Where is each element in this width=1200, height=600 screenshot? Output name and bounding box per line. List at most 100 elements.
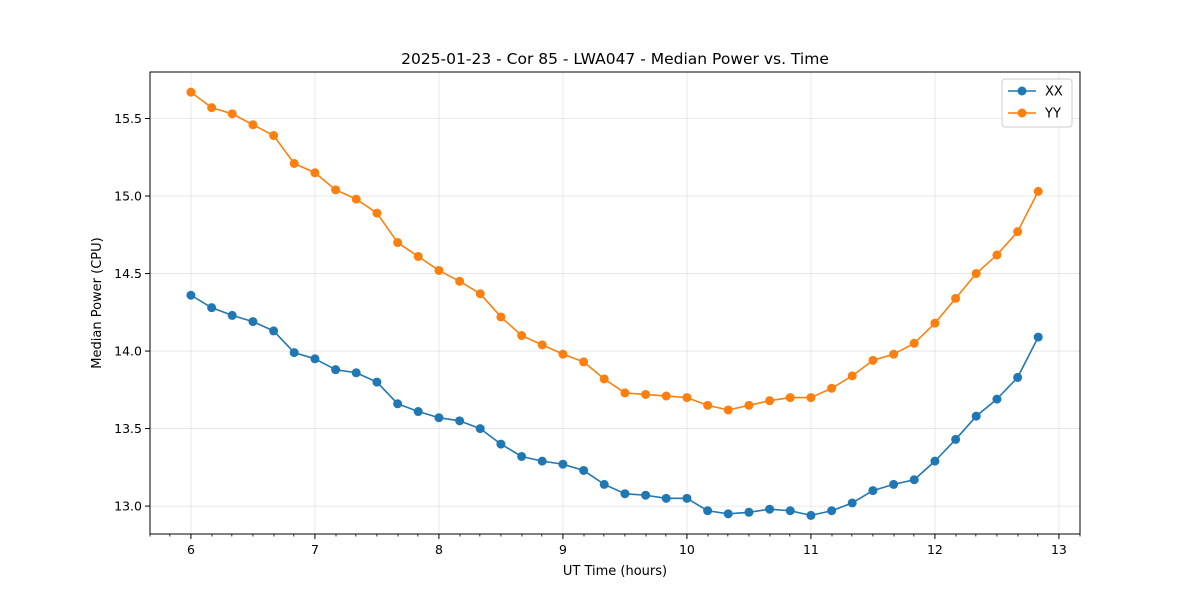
data-point [599, 479, 609, 489]
series-yy [186, 87, 1043, 415]
data-point [558, 459, 568, 469]
legend-item-xx: XX [1008, 85, 1063, 100]
data-point [909, 338, 919, 348]
legend: XX YY [1001, 78, 1073, 128]
data-point [930, 456, 940, 466]
data-point [599, 374, 609, 384]
series-layer [186, 87, 1043, 520]
data-point [992, 394, 1002, 404]
data-point [868, 486, 878, 496]
data-point [579, 465, 589, 475]
data-point [248, 120, 258, 130]
x-tick-label: 13 [1051, 542, 1067, 557]
data-point [723, 509, 733, 519]
data-point [889, 349, 899, 359]
data-point [785, 506, 795, 516]
data-point [806, 393, 816, 403]
data-point [207, 103, 217, 113]
x-axis-label: UT Time (hours) [563, 564, 667, 579]
x-tick-label: 9 [559, 542, 567, 557]
data-point [682, 493, 692, 503]
x-tick-label: 12 [927, 542, 943, 557]
grid [150, 72, 1080, 534]
chart-title: 2025-01-23 - Cor 85 - LWA047 - Median Po… [401, 50, 829, 68]
data-point [620, 489, 630, 499]
data-point [496, 312, 506, 322]
data-point [868, 355, 878, 365]
axes: 6 7 8 9 10 11 12 13 13.0 13.5 14.0 14.5 15.0 15.5 [114, 111, 1081, 557]
data-point [310, 354, 320, 364]
legend-marker [1017, 86, 1027, 96]
data-point [951, 293, 961, 303]
data-point [455, 416, 465, 426]
data-point [827, 383, 837, 393]
data-point [393, 238, 403, 248]
data-point [1013, 372, 1023, 382]
legend-item-yy: YY [1008, 107, 1061, 122]
data-point [351, 194, 361, 204]
series-xx [186, 290, 1043, 520]
data-point [455, 276, 465, 286]
data-point [496, 439, 506, 449]
y-tick-label: 14.5 [114, 266, 142, 281]
x-tick-label: 6 [187, 542, 195, 557]
legend-marker [1017, 108, 1027, 118]
data-point [289, 158, 299, 168]
data-point [558, 349, 568, 359]
data-point [930, 318, 940, 328]
data-point [475, 289, 485, 299]
data-point [744, 400, 754, 410]
data-point [641, 389, 651, 399]
y-tick-label: 14.0 [114, 344, 142, 359]
x-tick-label: 10 [679, 542, 695, 557]
data-point [1033, 186, 1043, 196]
data-point [661, 493, 671, 503]
data-point [765, 396, 775, 406]
data-point [413, 407, 423, 417]
data-point [765, 504, 775, 514]
plot-frame [149, 71, 1081, 535]
data-point [289, 348, 299, 358]
data-point [785, 393, 795, 403]
data-point [186, 87, 196, 97]
y-axis-label: Median Power (CPU) [90, 237, 105, 368]
data-point [909, 475, 919, 485]
data-point [992, 250, 1002, 260]
data-point [1013, 227, 1023, 237]
data-point [517, 331, 527, 341]
data-point [537, 456, 547, 466]
data-point [971, 411, 981, 421]
data-point [661, 391, 671, 401]
data-point [331, 365, 341, 375]
data-point [207, 303, 217, 313]
y-tick-label: 15.0 [114, 189, 142, 204]
data-point [971, 269, 981, 279]
data-point [186, 290, 196, 300]
data-point [227, 310, 237, 320]
data-point [1033, 332, 1043, 342]
data-point [269, 131, 279, 141]
y-tick-label: 13.5 [114, 421, 142, 436]
legend-label: XX [1045, 85, 1063, 100]
data-point [703, 400, 713, 410]
data-point [847, 498, 857, 508]
data-point [682, 393, 692, 403]
data-point [475, 424, 485, 434]
data-point [641, 490, 651, 500]
data-point [434, 413, 444, 423]
data-point [331, 185, 341, 195]
legend-label: YY [1044, 107, 1061, 122]
y-tick-label: 13.0 [114, 499, 142, 514]
data-point [703, 506, 713, 516]
data-point [310, 168, 320, 178]
x-tick-label: 8 [435, 542, 443, 557]
data-point [372, 377, 382, 387]
data-point [351, 368, 361, 378]
data-point [393, 399, 403, 409]
y-tick-label: 15.5 [114, 111, 142, 126]
data-point [434, 265, 444, 275]
x-tick-label: 7 [311, 542, 319, 557]
data-point [951, 434, 961, 444]
data-point [744, 507, 754, 517]
